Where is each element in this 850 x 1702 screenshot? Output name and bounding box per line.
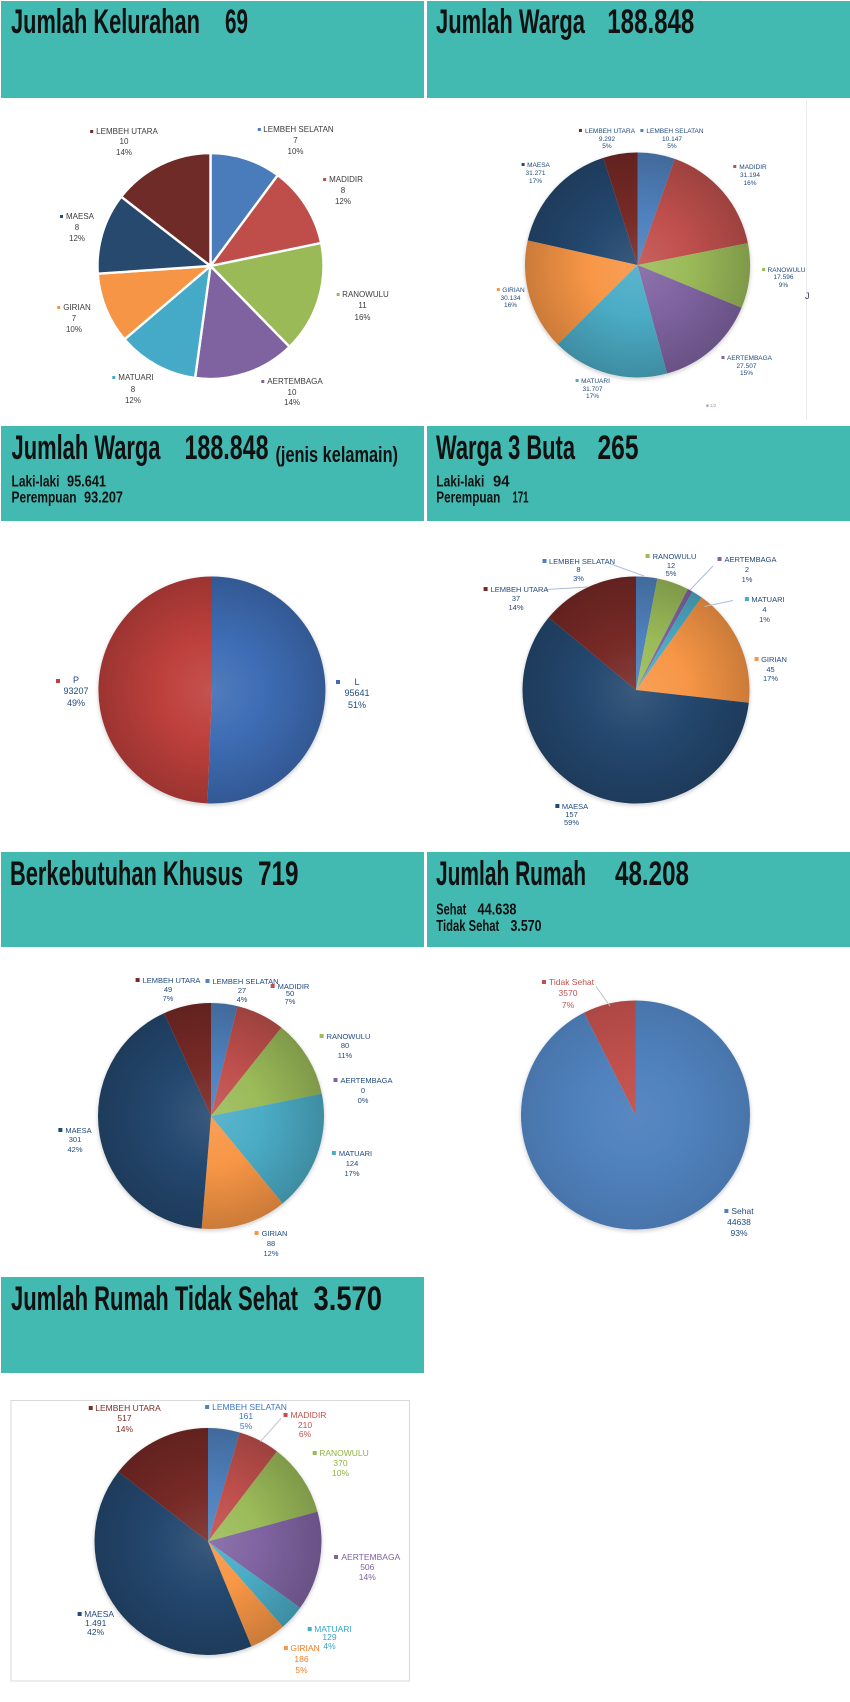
svg-text:95.641: 95.641 [67, 474, 106, 491]
svg-text:69: 69 [225, 3, 248, 41]
svg-text:188.848: 188.848 [185, 429, 269, 467]
svg-text:44.638: 44.638 [478, 902, 517, 919]
svg-text:48.208: 48.208 [615, 855, 689, 893]
svg-text:Perempuan: Perempuan [12, 490, 77, 507]
svg-text:Berkebutuhan Khusus: Berkebutuhan Khusus [10, 855, 243, 893]
svg-text:3.570: 3.570 [511, 918, 542, 935]
svg-text:Laki-laki: Laki-laki [12, 474, 60, 491]
svg-text:Sehat: Sehat [436, 902, 466, 919]
svg-text:719: 719 [258, 855, 299, 893]
svg-text:Jumlah Rumah: Jumlah Rumah [436, 855, 586, 893]
svg-text:Jumlah Warga: Jumlah Warga [436, 3, 586, 41]
svg-text:Jumlah Kelurahan: Jumlah Kelurahan [11, 3, 200, 41]
svg-text:Perempuan: Perempuan [436, 490, 500, 507]
svg-text:J: J [805, 291, 810, 301]
svg-text:Warga 3 Buta: Warga 3 Buta [436, 429, 576, 467]
svg-text:265: 265 [598, 429, 639, 467]
svg-text:Tidak Sehat: Tidak Sehat [436, 918, 499, 935]
svg-text:171: 171 [513, 490, 529, 507]
svg-text:94: 94 [493, 474, 510, 491]
svg-text:Jumlah Rumah Tidak Sehat: Jumlah Rumah Tidak Sehat [11, 1280, 298, 1318]
svg-text:188.848: 188.848 [607, 3, 694, 41]
svg-text:(jenis kelamain): (jenis kelamain) [276, 442, 399, 467]
svg-text:Jumlah Warga: Jumlah Warga [12, 429, 162, 467]
svg-text:■ 1/2: ■ 1/2 [706, 403, 717, 408]
svg-text:93.207: 93.207 [84, 490, 123, 507]
svg-text:3.570: 3.570 [314, 1280, 383, 1318]
svg-text:Laki-laki: Laki-laki [436, 474, 484, 491]
